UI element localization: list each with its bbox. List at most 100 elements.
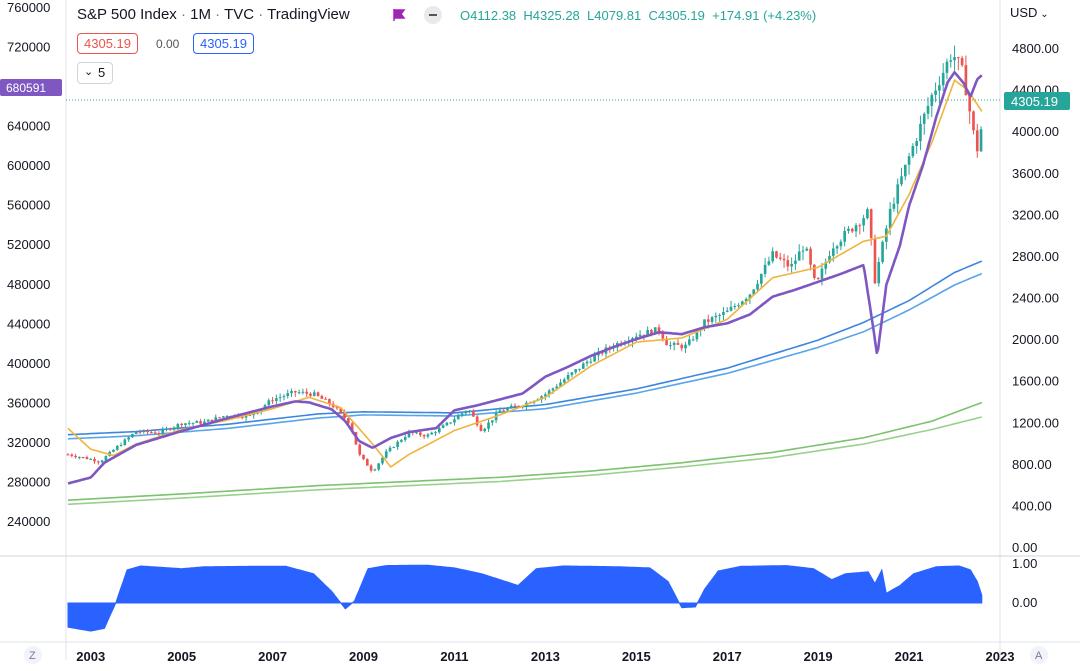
candle-body [297, 392, 301, 394]
candle-body [672, 342, 676, 346]
candle-body [919, 123, 922, 142]
candle-body [460, 413, 464, 416]
right-axis-tick: 4800.00 [1012, 41, 1059, 56]
candle-body [585, 361, 589, 364]
interval-label[interactable]: 1M [190, 6, 211, 23]
right-axis-tick: 0.00 [1012, 540, 1037, 555]
candle-body [475, 416, 479, 426]
oscillator-axis-tick: 0.00 [1012, 595, 1037, 610]
green-ma-line [67, 401, 983, 501]
candle-body [794, 260, 797, 264]
candle-body [142, 430, 146, 433]
candle-body [593, 355, 596, 362]
candle-body [509, 405, 513, 409]
candle-body [324, 398, 327, 400]
chevron-down-icon: ⌄ [84, 66, 94, 78]
candle-body [377, 463, 380, 470]
candle-body [301, 391, 305, 393]
left-axis-tick: 520000 [7, 237, 50, 252]
candle-body [903, 164, 907, 177]
right-axis-tick: 1600.00 [1012, 374, 1059, 389]
candle-body [206, 419, 210, 422]
oscillator-axis-tick: 1.00 [1012, 556, 1037, 571]
indicators-collapse-button[interactable]: ⌄ 5 [77, 62, 113, 84]
candle-body [153, 432, 157, 434]
candle-body [445, 422, 449, 426]
candle-body [430, 432, 434, 435]
candle-body [869, 209, 873, 238]
candle-body [104, 456, 108, 461]
blue-ma-line [67, 272, 983, 440]
left-axis-tick: 480000 [7, 277, 50, 292]
candle-body [312, 392, 316, 396]
right-axis-tick: 800.00 [1012, 457, 1052, 472]
candle-body [468, 410, 471, 412]
candle-body [816, 278, 820, 280]
symbol-title[interactable]: S&P 500 Index · 1M · TVC · TradingView [77, 6, 350, 23]
candle-body [487, 422, 490, 429]
candle-body [956, 57, 960, 59]
candle-body [131, 434, 134, 438]
candle-body [400, 439, 403, 442]
x-axis-tick: 2015 [622, 649, 651, 664]
candle-body [506, 408, 509, 411]
candle-body [752, 289, 756, 295]
x-axis-tick: 2011 [440, 649, 468, 664]
right-axis-tick: 2400.00 [1012, 291, 1059, 306]
change-value: +174.91 (+4.23%) [712, 8, 817, 23]
candle-body [941, 72, 945, 86]
candle-body [653, 327, 657, 335]
candle-body [634, 336, 638, 339]
candle-body [66, 454, 70, 456]
left-axis-tick: 560000 [7, 198, 50, 213]
candle-body [559, 382, 562, 387]
minimize-icon[interactable] [424, 6, 442, 24]
flag-icon[interactable] [392, 8, 406, 22]
candle-body [112, 449, 115, 452]
indicator-value-red: 4305.19 [77, 33, 138, 54]
candle-body [123, 439, 127, 446]
candle-body [922, 113, 926, 124]
log-scale-button[interactable] [24, 646, 42, 664]
candle-body [953, 57, 956, 61]
candle-body [214, 417, 218, 422]
x-axis-tick: 2017 [713, 649, 742, 664]
candle-body [714, 315, 718, 318]
candle-body [195, 421, 199, 423]
candle-body [240, 417, 244, 419]
candle-body [119, 445, 123, 447]
candle-body [710, 317, 714, 322]
candle-body [722, 311, 725, 316]
currency-selector[interactable]: USD ⌄ [1010, 5, 1049, 20]
candle-body [748, 294, 752, 299]
candle-body [858, 225, 862, 227]
x-axis-tick: 2005 [167, 649, 196, 664]
source-label: TradingView [267, 6, 350, 23]
candle-body [907, 156, 911, 165]
candle-body [479, 425, 483, 432]
left-axis-tag-bg [0, 79, 62, 96]
purple-indicator-line [67, 71, 983, 485]
auto-scale-button[interactable] [1030, 646, 1048, 664]
right-axis-tick: 3600.00 [1012, 166, 1059, 181]
indicator-value-blue: 4305.19 [193, 33, 254, 54]
candle-body [343, 412, 346, 419]
candle-body [589, 361, 593, 363]
right-axis-tick: 2800.00 [1012, 249, 1059, 264]
candle-body [127, 437, 130, 440]
candle-body [900, 176, 903, 185]
candle-body [309, 393, 312, 396]
candle-body [695, 330, 699, 340]
candle-body [892, 203, 896, 209]
candle-body [422, 435, 426, 437]
candle-body [926, 105, 930, 114]
x-axis-tick: 2019 [804, 649, 833, 664]
symbol-name[interactable]: S&P 500 Index [77, 6, 177, 23]
candle-body [275, 398, 278, 402]
candle-body [763, 264, 767, 274]
candle-body [365, 459, 369, 466]
candle-body [555, 386, 559, 389]
candle-body [930, 94, 934, 106]
candle-body [157, 433, 161, 435]
